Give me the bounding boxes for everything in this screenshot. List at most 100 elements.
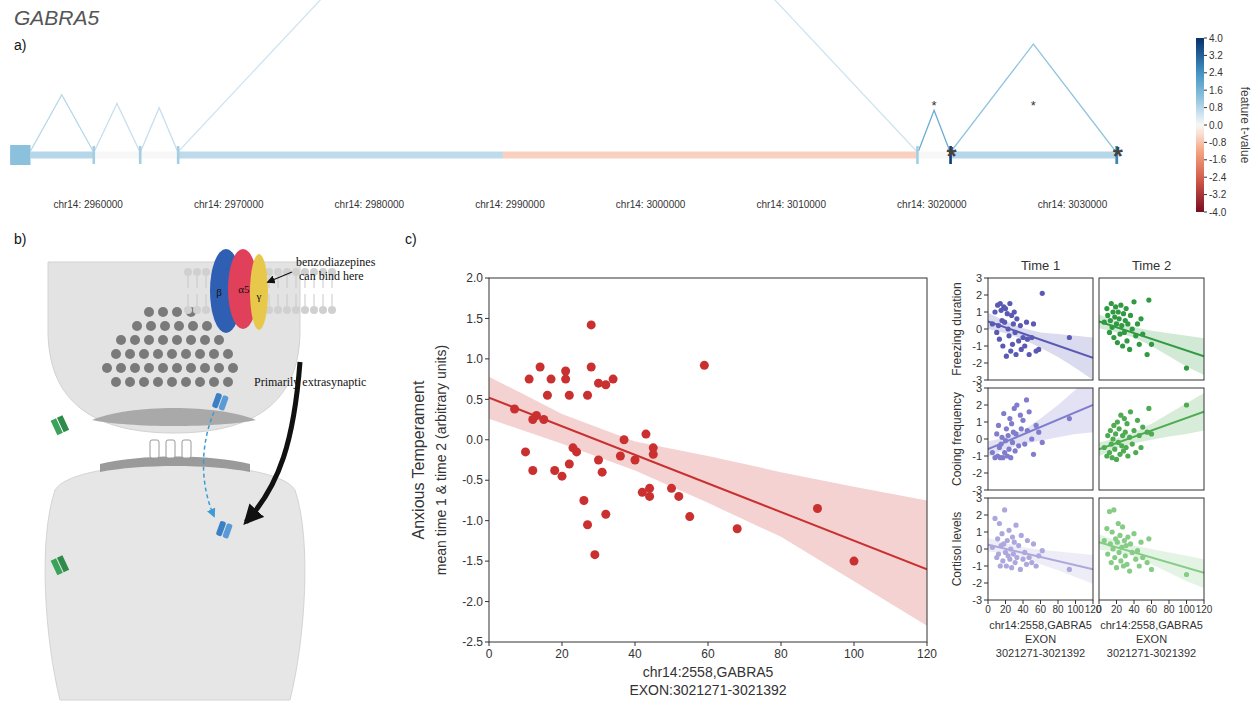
synaptic-receptor [150, 440, 159, 458]
x-axis-title: EXON [1136, 633, 1167, 645]
data-point [1025, 538, 1030, 543]
data-point [1022, 442, 1027, 447]
data-point [996, 323, 1001, 328]
colorbar-tick [1204, 38, 1207, 39]
data-point [1130, 326, 1135, 331]
vesicle [158, 335, 168, 345]
data-point [550, 466, 559, 475]
data-point [1003, 306, 1008, 311]
data-point [1012, 309, 1017, 314]
data-point [641, 430, 650, 439]
data-point [1138, 540, 1143, 545]
alpha5-receptor [222, 523, 233, 539]
y-tick [984, 439, 988, 440]
data-point [1133, 450, 1138, 455]
lipid-tail [269, 294, 270, 306]
data-point [1116, 521, 1121, 526]
data-point [583, 391, 592, 400]
y-axis-title: Anxious Temperament [410, 380, 427, 539]
colorbar-tick-label: -4.0 [1209, 207, 1227, 218]
data-point [1102, 538, 1107, 543]
data-point [1123, 430, 1128, 435]
data-point [1007, 416, 1012, 421]
data-point [587, 320, 596, 329]
exon-significance: * [947, 141, 958, 171]
colorbar-label: feature t-value [1238, 87, 1252, 164]
data-point [1135, 321, 1140, 326]
vesicle [186, 335, 196, 345]
track-tick-label: chr14: 2960000 [53, 199, 123, 210]
y-tick [984, 566, 988, 567]
data-point [1014, 402, 1019, 407]
lipid-head [310, 306, 318, 314]
x-tick-label: 60 [1035, 604, 1047, 615]
colorbar-tick-label: 2.4 [1209, 67, 1223, 78]
data-point [1022, 550, 1027, 555]
y-tick [984, 515, 988, 516]
y-tick-label: -1 [972, 340, 982, 352]
y-tick [984, 490, 988, 491]
data-point [1184, 572, 1189, 577]
data-point [1127, 435, 1132, 440]
confidence-band [988, 538, 1093, 584]
data-point [579, 496, 588, 505]
intron [30, 152, 93, 159]
track-tick-label: chr14: 3020000 [897, 199, 967, 210]
trafficking-arrow [204, 412, 215, 516]
data-point [1140, 332, 1145, 337]
data-point [1121, 311, 1126, 316]
y-tick [984, 600, 988, 601]
annotation: Primarily extrasynaptic [254, 375, 366, 389]
lipid-tail [305, 294, 306, 306]
data-point [1007, 557, 1012, 562]
junction-arc [141, 108, 178, 151]
y-tick [984, 380, 988, 381]
data-point [1024, 562, 1029, 567]
data-point [998, 563, 1003, 568]
data-point [813, 504, 822, 513]
y-tick [485, 561, 489, 562]
data-point [1112, 555, 1117, 560]
data-point [1036, 553, 1041, 558]
vesicle [102, 363, 112, 373]
data-point [1025, 428, 1030, 433]
y-tick [485, 480, 489, 481]
data-point [700, 361, 709, 370]
data-point [598, 468, 607, 477]
data-point [1140, 555, 1145, 560]
x-tick-label: 0 [1096, 604, 1102, 615]
data-point [733, 524, 742, 533]
data-point [1029, 560, 1034, 565]
vesicle [116, 335, 126, 345]
vesicle [132, 321, 142, 331]
vesicle [172, 363, 182, 373]
data-point [1119, 323, 1124, 328]
data-point [601, 510, 610, 519]
x-tick-label: 60 [701, 647, 715, 661]
junction-significance: * [932, 98, 937, 113]
lipid-tail [206, 294, 207, 306]
y-tick-label: 1.5 [466, 312, 483, 326]
vesicle [202, 321, 212, 331]
data-point [1118, 303, 1123, 308]
extrasynaptic-receptor [57, 415, 69, 432]
x-tick-label: 40 [1017, 604, 1029, 615]
data-point [999, 531, 1004, 536]
data-point [992, 309, 997, 314]
colorbar-tick [1204, 90, 1207, 91]
data-point [1016, 338, 1021, 343]
data-point [1016, 443, 1021, 448]
intron [94, 152, 139, 159]
data-point [1067, 416, 1072, 421]
data-point [1005, 538, 1010, 543]
lipid-head [193, 306, 201, 314]
x-tick-label: 80 [1052, 604, 1064, 615]
x-tick [854, 642, 855, 646]
data-point [1036, 430, 1041, 435]
x-tick-label: 20 [555, 647, 569, 661]
data-point [547, 375, 556, 384]
data-point [1110, 325, 1115, 330]
lipid-tail [296, 276, 297, 288]
data-point [1029, 436, 1034, 441]
data-point [1117, 550, 1122, 555]
